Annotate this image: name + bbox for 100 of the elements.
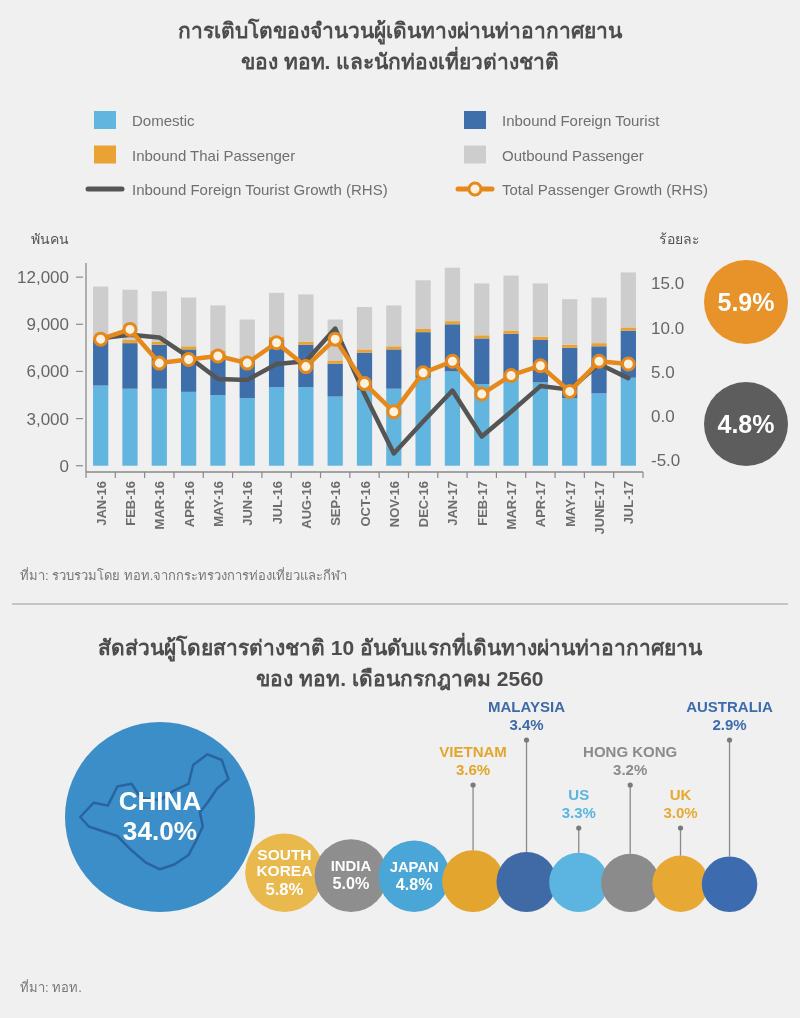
category-label: INDIA: [330, 858, 372, 875]
y2-tick-label: 5.0: [651, 362, 675, 382]
legend-label: Total Passenger Growth (RHS): [502, 181, 708, 198]
legend-label: Inbound Thai Passenger: [132, 146, 296, 164]
bar: [532, 336, 549, 340]
legend-label: Inbound Foreign Tourist: [502, 112, 661, 129]
x-tick-label: MAR-16: [152, 481, 168, 530]
x-tick-label: JUL-16: [269, 481, 285, 525]
bar: [386, 349, 402, 389]
x-tick-label: FEB-17: [474, 481, 490, 526]
bar: [122, 388, 138, 466]
category-label: US: [568, 786, 590, 803]
category-label: CHINA: [118, 786, 202, 817]
category-label: VIETNAM: [439, 743, 507, 760]
bar: [474, 283, 490, 336]
x-tick-label: JUNE-17: [592, 481, 608, 535]
x-tick-label: JUN-16: [240, 481, 256, 526]
callout: 4.8%: [704, 382, 788, 466]
point: [93, 331, 109, 347]
point: [503, 367, 519, 383]
data-label: 3.4%: [509, 716, 544, 733]
bar: [356, 349, 373, 353]
bar: [268, 292, 285, 337]
category-label: AUSTRALIA: [686, 698, 774, 715]
data-label: 34.0%: [122, 815, 198, 846]
x-tick-label: MAY-17: [562, 481, 578, 527]
y2-tick-label: -5.0: [651, 451, 681, 471]
point: [269, 335, 285, 351]
y-tick-label: 3,000: [26, 409, 69, 429]
bar: [591, 297, 607, 344]
x-tick-label: APR-16: [181, 481, 197, 528]
bar: [620, 272, 636, 328]
bar: [298, 341, 314, 345]
legend-label: Outbound Passenger: [502, 146, 644, 164]
bar: [562, 398, 578, 466]
y2-axis-title: ร้อยละ: [658, 231, 700, 247]
bar: [356, 390, 373, 466]
x-tick-label: DEC-16: [416, 481, 432, 528]
bar: [444, 321, 461, 325]
category-label: MALAYSIA: [488, 698, 566, 715]
x-tick-label: MAR-17: [504, 481, 520, 530]
bar: [532, 283, 549, 337]
point: [474, 386, 490, 402]
bar: [591, 343, 607, 347]
bar: [386, 346, 402, 350]
bar: [180, 391, 197, 466]
text: ที่มา: รวบรวมโดย ทอท.จากกระทรวงการท่องเที่ยวและกีฬา: [20, 567, 348, 583]
bar: [93, 385, 109, 466]
data-label: 5.8%: [265, 879, 304, 899]
bar: [122, 340, 138, 344]
chart-title: การเติบโตของจำนวนผู้เดินทางผ่านท่าอากาศยาน ของ ทอท. และนักท่องเที่ยวต่างชาติ: [178, 18, 623, 73]
bar: [239, 398, 255, 466]
data-label: 3.3%: [561, 804, 596, 821]
data-label: 2.9%: [712, 716, 747, 733]
data-label: 5.0%: [332, 874, 370, 893]
callout: 5.9%: [704, 260, 788, 344]
bar: [151, 388, 167, 466]
y2-tick-label: 15.0: [651, 274, 685, 294]
y-tick-label: 0: [59, 456, 69, 476]
x-tick-label: FEB-16: [122, 481, 138, 526]
bar: [444, 267, 461, 322]
bar: [327, 396, 343, 466]
bar: [298, 387, 314, 466]
bar: [562, 344, 578, 348]
y-tick-label: 12,000: [17, 268, 69, 288]
bar: [298, 294, 314, 342]
data-label: 4.8%: [395, 874, 433, 893]
category-label: UK: [669, 786, 692, 803]
point: [444, 353, 460, 369]
point: [386, 404, 402, 420]
bar: [210, 305, 226, 351]
y2-tick-label: 10.0: [651, 318, 685, 338]
bar: [356, 307, 373, 350]
bar: [93, 286, 109, 337]
legend-label: Domestic: [132, 112, 196, 129]
bar: [327, 363, 343, 397]
x-tick-label: JAN-16: [93, 481, 109, 526]
bar: [503, 275, 519, 331]
x-tick-label: OCT-16: [357, 481, 373, 527]
bar: [415, 280, 431, 329]
bar: [591, 393, 607, 466]
x-tick-label: SEP-16: [328, 481, 344, 526]
x-tick-label: JUL-17: [621, 481, 637, 525]
y-tick-label: 9,000: [26, 315, 69, 335]
bar: [532, 382, 549, 466]
y-tick-label: 6,000: [26, 362, 69, 382]
y2-tick-label: 0.0: [651, 407, 675, 427]
bar: [327, 360, 343, 364]
category-label: JAPAN: [389, 858, 439, 875]
point: [532, 358, 548, 374]
text: ที่มา: ทอท.: [20, 979, 82, 995]
point: [357, 375, 372, 391]
legend-label: Inbound Foreign Tourist Growth (RHS): [132, 181, 388, 198]
point: [239, 355, 255, 371]
x-tick-label: APR-17: [533, 481, 549, 528]
bar: [444, 371, 461, 466]
bar: [474, 338, 490, 384]
category-label: SOUTH KOREA: [256, 846, 313, 880]
bar: [210, 395, 226, 466]
bar: [180, 346, 197, 350]
